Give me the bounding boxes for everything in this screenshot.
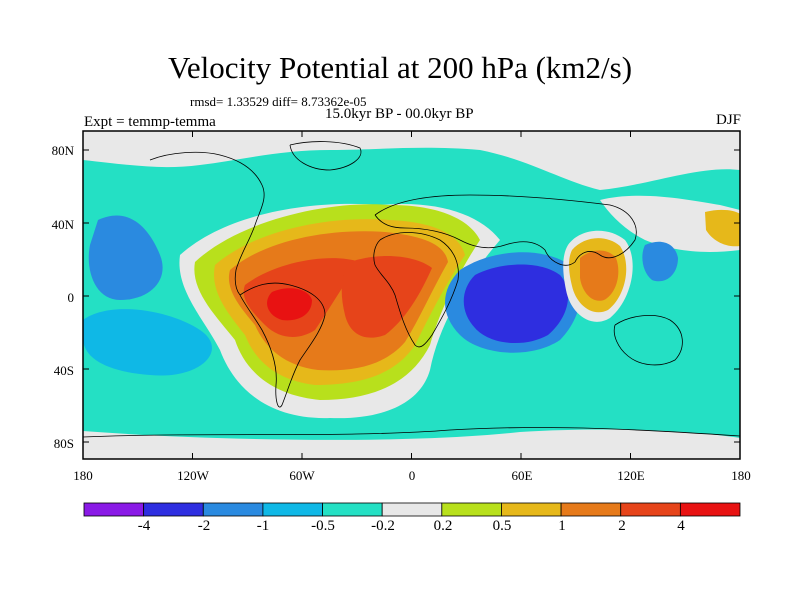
contour-negative-east-pacific	[88, 215, 163, 300]
africa-coast	[373, 232, 459, 348]
contour-negative-west-pacific	[642, 241, 678, 282]
australia-coast	[613, 315, 683, 366]
contour-fills	[83, 131, 740, 459]
lon-tick-label: 0	[408, 468, 416, 483]
colorbar-swatch	[620, 502, 681, 517]
colorbar-swatch	[560, 502, 622, 517]
lon-tick-label: 180	[73, 468, 93, 483]
contour-band-antarctic	[83, 429, 740, 459]
colorbar-swatch	[262, 502, 323, 517]
colorbar-label: 0.2	[433, 518, 453, 534]
colorbar-label: 0.5	[492, 518, 512, 534]
stats-subtitle: rmsd= 1.33529 diff= 8.73362e-05	[190, 94, 367, 109]
south-america-coast	[239, 282, 326, 408]
colorbar-label: 1	[558, 518, 566, 534]
lat-tick-label: 0	[67, 290, 75, 305]
colorbar-label: -1	[256, 518, 270, 534]
colorbar-swatch	[679, 502, 741, 517]
lon-tick-label: 120E	[617, 468, 645, 483]
lon-tick-label: 120W	[177, 468, 209, 483]
period-subtitle: 15.0kyr BP - 00.0kyr BP	[325, 106, 474, 122]
map-title: Velocity Potential at 200 hPa (km2/s)	[167, 50, 633, 85]
colorbar-label: -4	[137, 518, 151, 534]
lat-tick-label: 40N	[51, 217, 74, 232]
colorbar-label: -0.2	[371, 518, 395, 534]
colorbar-label: -0.5	[311, 518, 335, 534]
colorbar-label: 4	[677, 518, 685, 534]
eurasia-coast	[374, 194, 637, 266]
contour-band-arctic	[83, 131, 740, 190]
colorbar-swatch	[441, 502, 502, 517]
contour-maximum	[267, 288, 312, 321]
colorbar-swatch	[381, 502, 443, 517]
colorbar-label: 2	[618, 518, 626, 534]
contour-positive-asia-core	[580, 250, 619, 301]
lon-tick-label: 60W	[289, 468, 315, 483]
lat-tick-label: 80N	[51, 143, 74, 158]
contour-positive-east-core	[341, 256, 432, 338]
colorbar-swatch	[202, 502, 264, 517]
greenland-coast	[289, 141, 362, 171]
antarctica-coast	[83, 427, 740, 438]
axis-ticks	[82, 131, 741, 459]
colorbar-swatch	[83, 502, 145, 517]
north-america-coast	[149, 151, 265, 296]
lon-tick-label: 60E	[511, 468, 533, 483]
season-label: DJF	[715, 112, 741, 128]
lon-tick-label: 180	[731, 468, 751, 483]
colorbar	[83, 502, 741, 517]
colorbar-label: -2	[197, 518, 211, 534]
contour-minimum-indian	[463, 264, 569, 344]
colorbar-swatch	[143, 502, 204, 517]
lat-tick-label: 40S	[53, 363, 74, 378]
colorbar-swatch	[501, 502, 562, 517]
lat-tick-label: 80S	[53, 436, 74, 451]
contour-negative-south-pacific	[83, 309, 212, 376]
colorbar-swatch	[322, 502, 383, 517]
experiment-label: Expt = temmp-temma	[84, 114, 216, 130]
contour-zero-band-northwest-pacific	[600, 195, 740, 252]
coastlines	[83, 141, 740, 438]
contour-positive-northwest-pacific	[705, 209, 740, 247]
